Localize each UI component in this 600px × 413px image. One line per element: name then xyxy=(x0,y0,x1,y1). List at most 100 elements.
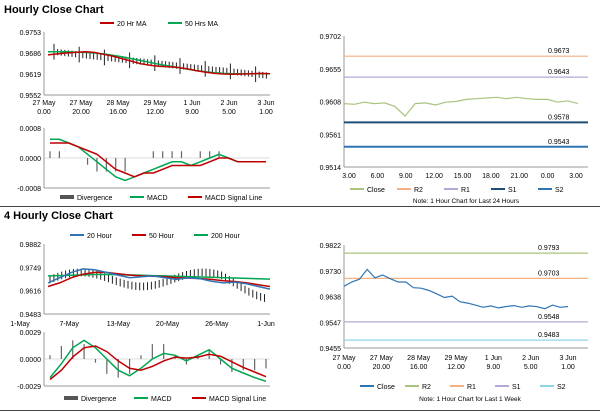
bottom-divider xyxy=(0,410,600,411)
hourly-20hr-ma-line xyxy=(47,50,271,76)
hourly-pivot-legend-label: S2 xyxy=(555,187,564,194)
hourly-pivot-level-label: 0.9578 xyxy=(548,114,570,121)
hourly-macd-y-tick: -0.0008 xyxy=(17,186,41,193)
fourhr-pivot-close-line xyxy=(343,268,569,310)
fourhr-macd-y-tick: 0.0029 xyxy=(20,330,42,337)
hourly-price-y-tick: 0.9552 xyxy=(20,93,42,100)
hourly-macd-legend-label: MACD Signal Line xyxy=(205,195,262,202)
hourly-price-x-tick: 1.00 xyxy=(259,109,273,116)
fourhr-pivot-y-tick: 0.9638 xyxy=(320,295,342,302)
hourly-price-x-tick: 27 May xyxy=(70,100,93,107)
fourhr-pivot-legend-label: S1 xyxy=(512,384,521,391)
fourhr-price-y-tick: 0.9749 xyxy=(20,265,42,272)
section-divider xyxy=(0,206,600,207)
hourly-macd-legend-label: Divergence xyxy=(77,195,113,202)
hourly-price-y-tick: 0.9753 xyxy=(20,30,42,37)
hourly-price-x-tick: 16.00 xyxy=(109,109,127,116)
fourhr-pivot-y-tick: 0.9455 xyxy=(320,346,342,353)
fourhr-20hr-ma-line xyxy=(47,268,271,290)
hourly-pivot-x-tick: 6.00 xyxy=(371,173,385,180)
fourhr-pivot-x-tick: 16.00 xyxy=(410,364,428,371)
hourly-pivot-x-tick: 0.00 xyxy=(541,173,555,180)
hourly-pivot-legend-label: R1 xyxy=(461,187,470,194)
hourly-pivot-legend-label: R2 xyxy=(414,187,423,194)
hourly-macd-y-tick: 0.0008 xyxy=(20,126,42,133)
hourly-price-legend-label: 20 Hr MA xyxy=(117,21,147,28)
hourly-pivot-x-tick: 3.00 xyxy=(342,173,356,180)
hourly-pivot-y-tick: 0.9655 xyxy=(320,67,342,74)
fourhr-macd-legend-label: Divergence xyxy=(81,396,117,403)
hourly-price-y-tick: 0.9619 xyxy=(20,72,42,79)
hourly-price-x-tick: 12.00 xyxy=(146,109,164,116)
hourly-macd-y-tick: 0.0000 xyxy=(20,156,42,163)
fourhr-macd-signal-line xyxy=(49,345,267,381)
fourhr-price-x-tick: 1-Jun xyxy=(257,321,275,328)
fourhr-pivot-legend-label: S2 xyxy=(557,384,566,391)
hourly-price-x-tick: 9.00 xyxy=(185,109,199,116)
fourhr-pivot-x-tick: 0.00 xyxy=(337,364,351,371)
fourhr-macd-y-tick: 0.0000 xyxy=(20,357,42,364)
fourhr-pivot-legend-label: R2 xyxy=(422,384,431,391)
hourly-macd-legend-label: MACD xyxy=(147,195,168,202)
fourhr-macd-line xyxy=(49,339,267,383)
fourhr-pivot-x-tick: 12.00 xyxy=(447,364,465,371)
hourly-pivot-note: Note: 1 Hour Chart for Last 24 Hours xyxy=(413,198,520,205)
fourhr-price-x-tick: 1-May xyxy=(10,321,30,328)
hourly-pivot-legend-label: S1 xyxy=(508,187,517,194)
fourhr-pivot-level-label: 0.9703 xyxy=(538,270,560,277)
fourhr-pivot-x-tick: 29 May xyxy=(445,355,468,362)
hourly-pivot-x-tick: 15.00 xyxy=(454,173,472,180)
hourly-pivot-x-tick: 9.00 xyxy=(399,173,413,180)
fourhr-macd-legend-label: MACD Signal Line xyxy=(209,396,266,403)
fourhr-pivot-x-tick: 1 Jun xyxy=(485,355,502,362)
hourly-50hr-ma-line xyxy=(48,50,270,75)
hourly-pivot-y-tick: 0.9514 xyxy=(320,165,342,172)
hourly-pivot-level-label: 0.9673 xyxy=(548,48,570,55)
fourhr-price-legend-label: 50 Hour xyxy=(149,233,175,240)
fourhr-pivot-y-tick: 0.9547 xyxy=(320,320,342,327)
fourhr-pivot-x-tick: 5.00 xyxy=(524,364,538,371)
hourly-section-title: Hourly Close Chart xyxy=(4,4,104,16)
hourly-price-x-tick: 29 May xyxy=(144,100,167,107)
fourhr-price-legend-label: 200 Hour xyxy=(211,233,240,240)
hourly-price-x-tick: 28 May xyxy=(107,100,130,107)
fourhr-price-x-tick: 26-May xyxy=(205,321,229,328)
fourhr-pivot-x-tick: 27 May xyxy=(370,355,393,362)
four-hourly-section-title: 4 Hourly Close Chart xyxy=(4,210,113,222)
hourly-price-x-tick: 20.00 xyxy=(72,109,90,116)
fourhr-macd-legend-label: MACD xyxy=(151,396,172,403)
hourly-pivot-close-line xyxy=(343,96,579,117)
hourly-price-x-tick: 1 Jun xyxy=(183,100,200,107)
fourhr-200hr-ma-line xyxy=(47,273,271,280)
hourly-price-y-tick: 0.9686 xyxy=(20,51,42,58)
hourly-macd-signal-line xyxy=(50,142,266,178)
fourhr-pivot-x-tick: 27 May xyxy=(333,355,356,362)
fourhr-pivot-x-tick: 28 May xyxy=(407,355,430,362)
fourhr-pivot-legend-label: Close xyxy=(377,384,395,391)
hourly-pivot-x-tick: 12.00 xyxy=(425,173,443,180)
fourhr-price-y-tick: 0.9882 xyxy=(20,242,42,249)
hourly-pivot-legend-label: Close xyxy=(367,187,385,194)
fourhr-pivot-note: Note: 1 Hour Chart for Last 1 Week xyxy=(419,396,522,403)
hourly-pivot-y-tick: 0.9702 xyxy=(320,34,342,41)
hourly-price-x-tick: 0.00 xyxy=(37,109,51,116)
hourly-price-x-tick: 5.00 xyxy=(222,109,236,116)
hourly-pivot-level-label: 0.9543 xyxy=(548,139,570,146)
fourhr-pivot-x-tick: 1.00 xyxy=(561,364,575,371)
fourhr-pivot-x-tick: 3 Jun xyxy=(559,355,576,362)
hourly-pivot-x-tick: 21.00 xyxy=(510,173,528,180)
fourhr-price-y-tick: 0.9616 xyxy=(20,289,42,296)
fourhr-macd-y-tick: -0.0029 xyxy=(17,384,41,391)
fourhr-pivot-x-tick: 2 Jun xyxy=(522,355,539,362)
fourhr-pivot-level-label: 0.9793 xyxy=(538,245,560,252)
hourly-pivot-y-tick: 0.9608 xyxy=(320,100,342,107)
hourly-price-x-tick: 27 May xyxy=(33,100,56,107)
fourhr-price-y-tick: 0.9483 xyxy=(20,312,42,319)
fourhr-price-x-tick: 7-May xyxy=(59,321,79,328)
hourly-price-x-tick: 2 Jun xyxy=(220,100,237,107)
fourhr-price-legend-label: 20 Hour xyxy=(87,233,113,240)
fourhr-price-x-tick: 20-May xyxy=(156,321,180,328)
fourhr-pivot-x-tick: 20.00 xyxy=(373,364,391,371)
fourhr-pivot-x-tick: 9.00 xyxy=(487,364,501,371)
